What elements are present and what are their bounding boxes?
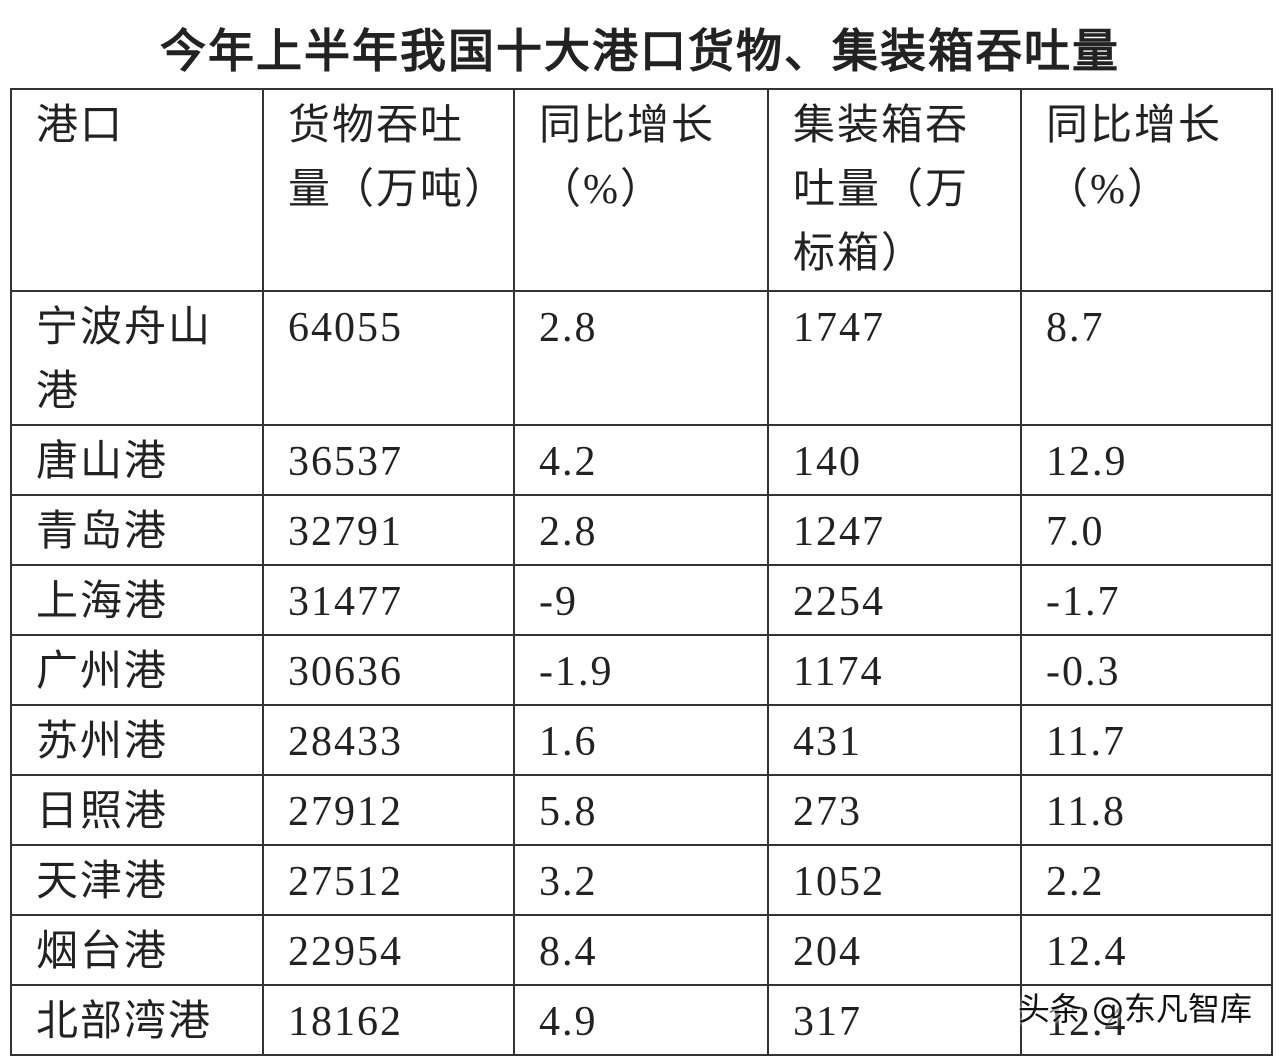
table-cell: 11.8 [1020, 774, 1273, 846]
table-cell: 12.4 [1020, 914, 1273, 986]
table-title: 今年上半年我国十大港口货物、集装箱吞吐量 [160, 26, 1120, 77]
table-cell: 11.7 [1020, 704, 1273, 776]
table-cell: 苏州港 [10, 704, 264, 776]
table-cell: 32791 [262, 494, 515, 566]
table-cell: 8.7 [1020, 290, 1273, 426]
table-cell: 317 [767, 984, 1022, 1056]
header-row: 港口 货物吞吐量（万吨） 同比增长（%） 集装箱吞吐量（万标箱） 同比增长（%） [10, 88, 1273, 292]
table-cell: 宁波舟山港 [10, 290, 264, 426]
table-row: 烟台港 22954 8.4 204 12.4 [10, 914, 1273, 986]
table-cell: 2.8 [513, 290, 769, 426]
table-cell: 5.8 [513, 774, 769, 846]
table-row: 上海港 31477 -9 2254 -1.7 [10, 564, 1273, 636]
table-cell: 青岛港 [10, 494, 264, 566]
table-row: 日照港 27912 5.8 273 11.8 [10, 774, 1273, 846]
table-cell: 28433 [262, 704, 515, 776]
table-row: 青岛港 32791 2.8 1247 7.0 [10, 494, 1273, 566]
header-cell: 同比增长（%） [513, 88, 769, 292]
header-cell: 集装箱吞吐量（万标箱） [767, 88, 1022, 292]
table-cell: 30636 [262, 634, 515, 706]
table-cell: 日照港 [10, 774, 264, 846]
table-cell: 12.9 [1020, 424, 1273, 496]
table-cell: -9 [513, 564, 769, 636]
table-cell: 22954 [262, 914, 515, 986]
table-cell: 4.2 [513, 424, 769, 496]
table-cell: 273 [767, 774, 1022, 846]
table-cell: 2.8 [513, 494, 769, 566]
table-cell: 2254 [767, 564, 1022, 636]
table-cell: -1.7 [1020, 564, 1273, 636]
table-cell: -0.3 [1020, 634, 1273, 706]
watermark: 头条 @东凡智库 [1017, 990, 1252, 1028]
table-row: 唐山港 36537 4.2 140 12.9 [10, 424, 1273, 496]
table-cell: 27512 [262, 844, 515, 916]
table-cell: 4.9 [513, 984, 769, 1056]
table-body: 港口 货物吞吐量（万吨） 同比增长（%） 集装箱吞吐量（万标箱） 同比增长（%） 宁波舟山… [10, 88, 1273, 1056]
table-cell: 2.2 [1020, 844, 1273, 916]
table-row: 苏州港 28433 1.6 431 11.7 [10, 704, 1273, 776]
table-cell: 8.4 [513, 914, 769, 986]
data-table: 港口 货物吞吐量（万吨） 同比增长（%） 集装箱吞吐量（万标箱） 同比增长（%） 宁波舟山… [10, 88, 1273, 1056]
table-row: 天津港 27512 3.2 1052 2.2 [10, 844, 1273, 916]
table-cell: 天津港 [10, 844, 264, 916]
table-cell: 1.6 [513, 704, 769, 776]
table-cell: -1.9 [513, 634, 769, 706]
table-row: 宁波舟山港 64055 2.8 1747 8.7 [10, 290, 1273, 426]
header-cell: 货物吞吐量（万吨） [262, 88, 515, 292]
table-cell: 31477 [262, 564, 515, 636]
table-cell: 1247 [767, 494, 1022, 566]
header-cell: 港口 [10, 88, 264, 292]
table-cell: 1174 [767, 634, 1022, 706]
table-cell: 7.0 [1020, 494, 1273, 566]
table-cell: 18162 [262, 984, 515, 1056]
table-cell: 广州港 [10, 634, 264, 706]
table-cell: 431 [767, 704, 1022, 776]
table-cell: 140 [767, 424, 1022, 496]
table-cell: 3.2 [513, 844, 769, 916]
table-cell: 唐山港 [10, 424, 264, 496]
table-cell: 1052 [767, 844, 1022, 916]
table-cell: 烟台港 [10, 914, 264, 986]
table-row: 广州港 30636 -1.9 1174 -0.3 [10, 634, 1273, 706]
table-cell: 北部湾港 [10, 984, 264, 1056]
header-cell: 同比增长（%） [1020, 88, 1273, 292]
table-cell: 上海港 [10, 564, 264, 636]
table-cell: 1747 [767, 290, 1022, 426]
table-cell: 64055 [262, 290, 515, 426]
table-cell: 27912 [262, 774, 515, 846]
table-cell: 204 [767, 914, 1022, 986]
table-cell: 36537 [262, 424, 515, 496]
